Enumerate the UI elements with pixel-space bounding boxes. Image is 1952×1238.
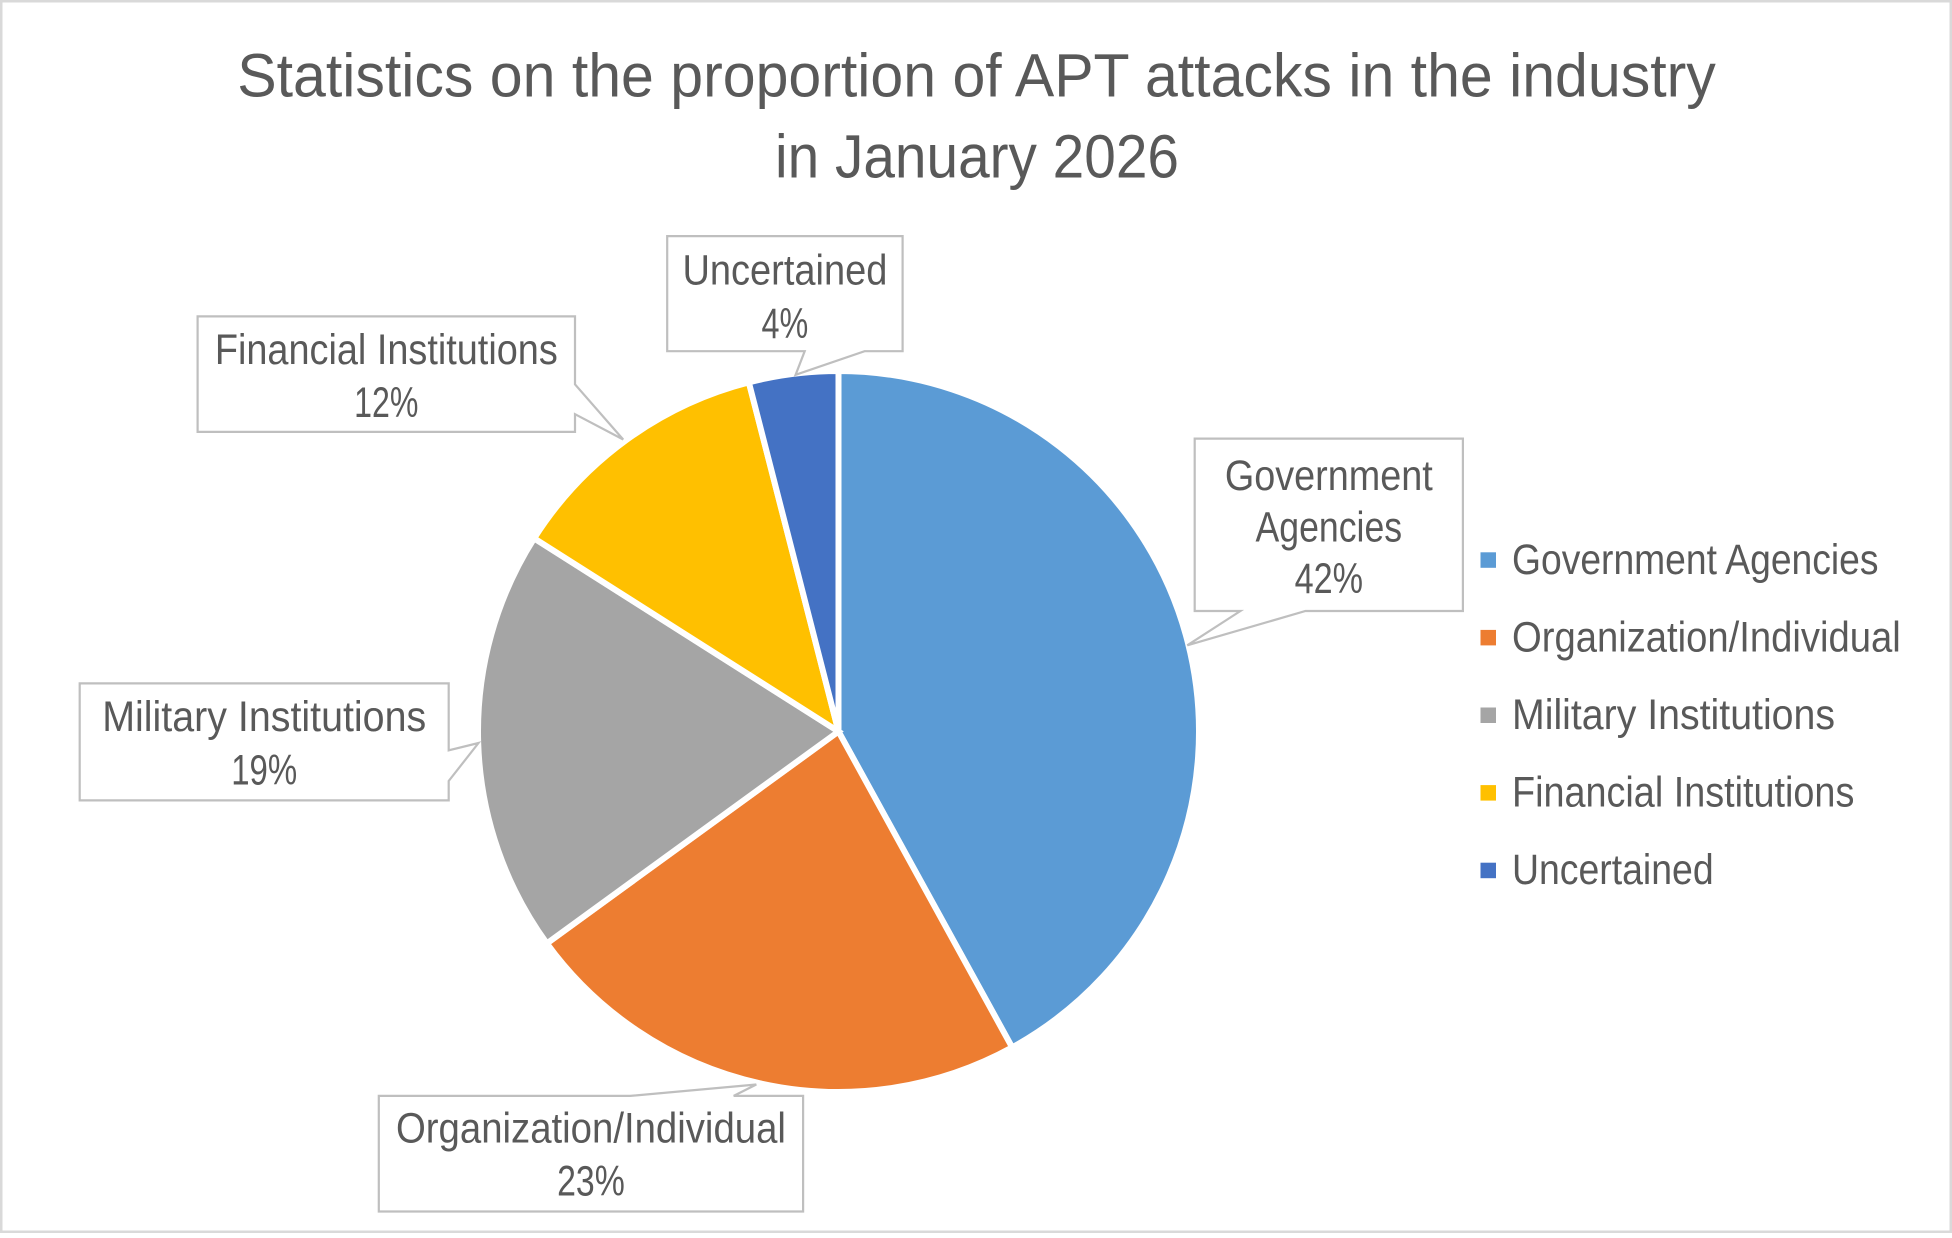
- svg-text:19%: 19%: [231, 748, 297, 795]
- svg-text:Government Agencies: Government Agencies: [1512, 537, 1879, 584]
- svg-text:42%: 42%: [1295, 556, 1363, 603]
- svg-text:Organization/Individual: Organization/Individual: [1512, 612, 1901, 660]
- svg-text:Military Institutions: Military Institutions: [102, 693, 426, 741]
- svg-text:Statistics on the proportion o: Statistics on the proportion of APT atta…: [237, 40, 1716, 109]
- svg-text:Government: Government: [1225, 452, 1433, 500]
- svg-text:23%: 23%: [557, 1158, 625, 1206]
- svg-text:Financial Institutions: Financial Institutions: [1512, 769, 1854, 817]
- svg-text:in January 2026: in January 2026: [775, 121, 1179, 191]
- svg-text:4%: 4%: [762, 301, 809, 348]
- svg-text:Financial Institutions: Financial Institutions: [215, 326, 558, 374]
- svg-text:Uncertained: Uncertained: [1512, 847, 1714, 894]
- svg-text:Uncertained: Uncertained: [682, 246, 887, 293]
- svg-text:Agencies: Agencies: [1255, 504, 1402, 552]
- svg-text:Organization/Individual: Organization/Individual: [396, 1103, 786, 1151]
- svg-text:12%: 12%: [354, 379, 418, 426]
- svg-text:Military Institutions: Military Institutions: [1512, 691, 1835, 739]
